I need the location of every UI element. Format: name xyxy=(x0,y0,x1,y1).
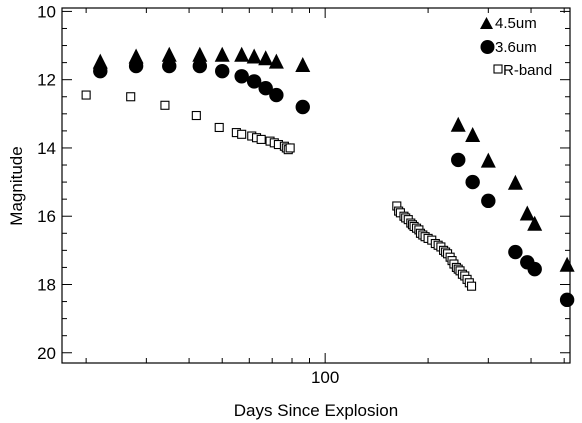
legend-label-r-band: R-band xyxy=(503,62,552,79)
triangle-point xyxy=(161,46,177,62)
square-point xyxy=(81,90,91,100)
square-point xyxy=(191,110,201,121)
triangle-point xyxy=(527,215,543,231)
legend-label-4-5um: 4.5um xyxy=(495,15,537,32)
legend-marker-circle xyxy=(480,40,495,54)
legend: 4.5um 3.6um R-band xyxy=(480,15,552,79)
triangle-point xyxy=(246,48,262,64)
triangle-point xyxy=(192,46,208,62)
triangle-point xyxy=(559,256,575,272)
circle-point xyxy=(192,58,208,74)
circle-point xyxy=(559,292,575,308)
series-2 xyxy=(93,58,575,308)
circle-point xyxy=(508,244,523,260)
x-tick-label: 100 xyxy=(311,368,339,387)
circle-point xyxy=(128,58,144,74)
legend-marker-triangle xyxy=(480,17,493,29)
circle-point xyxy=(465,174,480,190)
y-tick-label: 12 xyxy=(37,71,56,90)
circle-point xyxy=(481,193,496,209)
legend-marker-square xyxy=(493,64,503,74)
triangle-point xyxy=(295,57,311,73)
plot-frame xyxy=(61,7,571,364)
square-point xyxy=(126,92,136,102)
triangle-point xyxy=(519,205,535,221)
circle-point xyxy=(451,152,466,168)
y-tick-label: 16 xyxy=(37,207,56,226)
square-point xyxy=(160,100,170,110)
axis-tick-labels: 10 12 14 16 18 20 100 xyxy=(37,2,339,387)
data-points xyxy=(81,46,575,308)
y-tick-label: 14 xyxy=(37,139,56,158)
triangle-point xyxy=(450,116,466,132)
square-point xyxy=(237,129,247,139)
square-point xyxy=(256,134,266,144)
triangle-point xyxy=(465,127,481,143)
square-point xyxy=(467,281,477,291)
y-tick-label: 18 xyxy=(37,275,56,294)
y-tick-label: 10 xyxy=(37,2,56,21)
triangle-point xyxy=(480,152,496,168)
circle-point xyxy=(295,99,310,115)
triangle-point xyxy=(92,53,108,69)
circle-point xyxy=(162,58,177,74)
circle-point xyxy=(215,63,230,79)
triangle-point xyxy=(128,48,144,64)
circle-point xyxy=(246,74,262,89)
circle-point xyxy=(234,69,249,84)
y-axis-label: Magnitude xyxy=(7,146,26,225)
x-axis-label: Days Since Explosion xyxy=(234,401,398,420)
triangle-point xyxy=(214,46,230,62)
legend-item-3-6um: 3.6um xyxy=(480,39,537,56)
legend-item-4-5um: 4.5um xyxy=(480,15,537,32)
series-3 xyxy=(81,90,477,291)
legend-item-r-band: R-band xyxy=(493,62,552,79)
circle-point xyxy=(269,87,284,103)
square-point xyxy=(285,143,295,153)
y-tick-label: 20 xyxy=(37,344,56,363)
circle-point xyxy=(258,81,273,96)
triangle-point xyxy=(258,50,274,66)
triangle-point xyxy=(234,46,250,62)
triangle-point xyxy=(507,174,523,190)
circle-point xyxy=(93,63,108,79)
circle-point xyxy=(527,261,542,277)
square-point xyxy=(214,122,224,133)
series-1 xyxy=(92,46,575,272)
triangle-point xyxy=(268,53,284,69)
legend-label-3-6um: 3.6um xyxy=(495,39,537,56)
